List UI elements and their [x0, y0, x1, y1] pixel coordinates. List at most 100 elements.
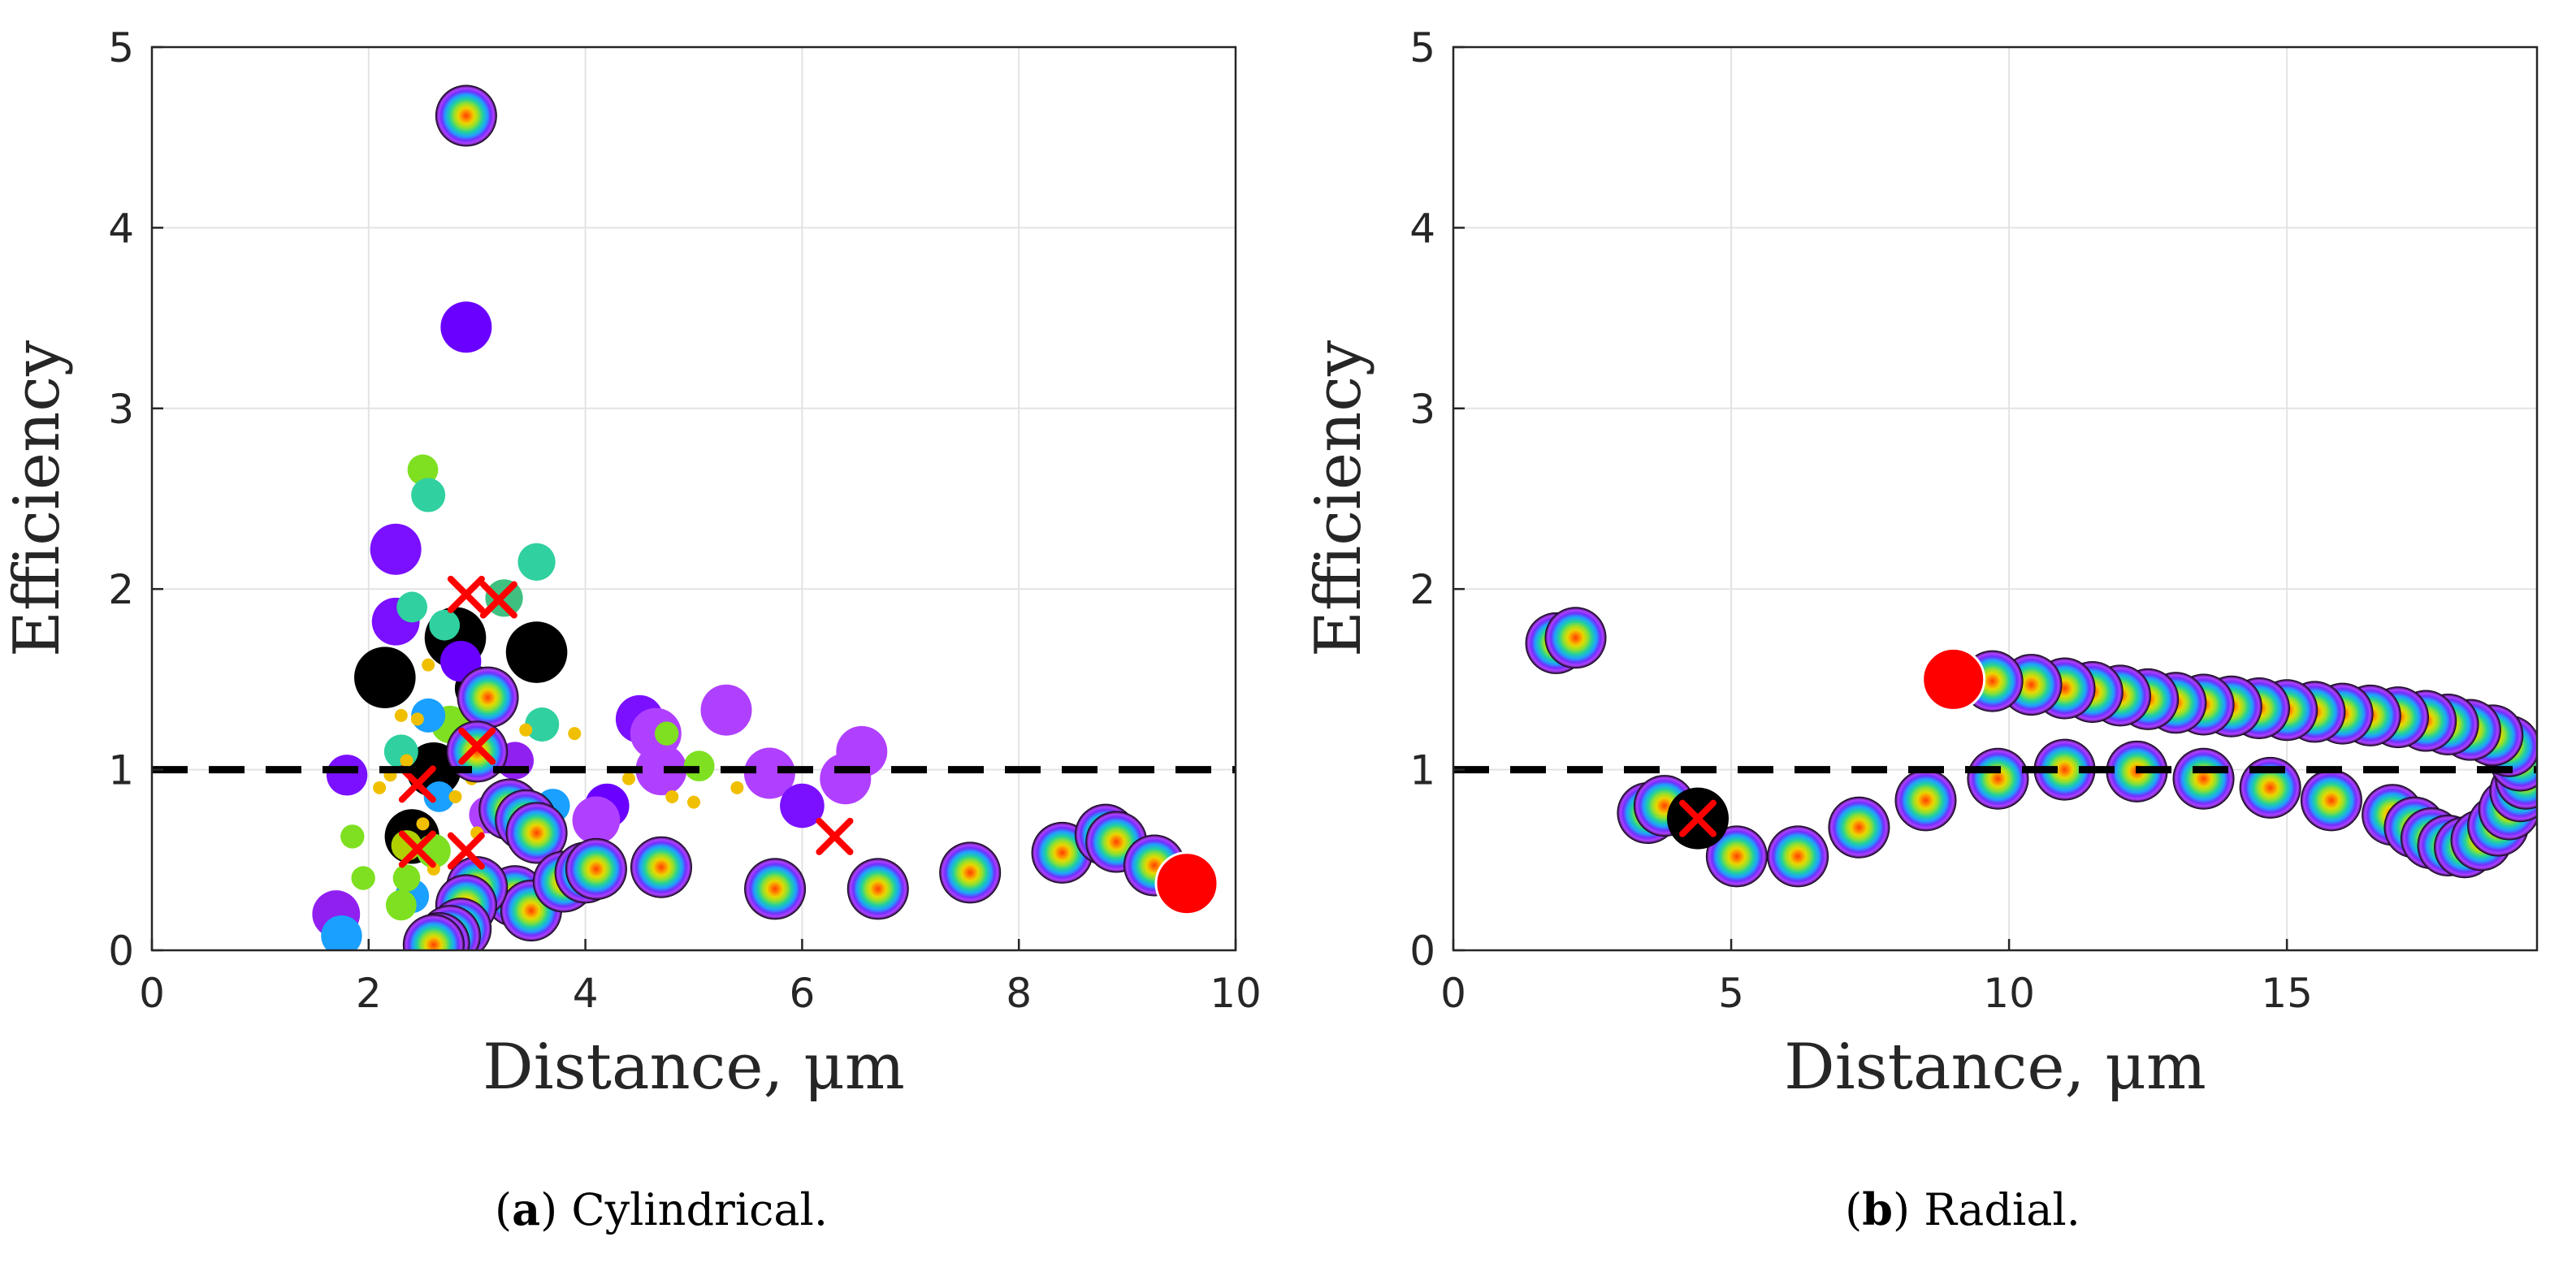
data-point-small	[410, 712, 424, 726]
data-point-trace	[402, 914, 465, 950]
y-tick-label: 1	[108, 747, 134, 794]
failure-marker	[398, 765, 436, 803]
data-point	[505, 621, 568, 683]
failure-marker	[458, 727, 496, 765]
data-point-small	[416, 817, 430, 831]
y-axis-label-a: Efficiency	[1, 340, 74, 657]
y-axis-label-b: Efficiency	[1302, 340, 1375, 657]
caption-b: (b) Radial.	[1845, 1183, 2080, 1235]
grid-a	[151, 46, 1236, 951]
data-point-small	[519, 723, 533, 737]
y-tick-label: 0	[1409, 928, 1435, 975]
data-point-trace	[939, 841, 1002, 904]
data-point-trace	[457, 666, 519, 729]
data-point	[411, 478, 446, 513]
failure-marker	[816, 817, 854, 855]
caption-text-b: Radial.	[1910, 1184, 2080, 1235]
panel-radial: 0 5 10 15 0 1 2 3 4 5 Distance, μm Efficiency (b)…	[1302, 24, 2539, 1235]
y-tick-label: 1	[1409, 747, 1435, 794]
data-point	[700, 684, 752, 736]
x-tick-label: 2	[356, 970, 382, 1017]
panel-cylindrical: 0 2 4 6 8 10 0 1 2 3 4 5 Distance, μm Efficiency (a…	[1, 24, 1262, 1235]
data-point	[326, 755, 368, 796]
data-point-small	[394, 708, 408, 722]
data-point	[780, 783, 825, 828]
failure-marker	[447, 575, 485, 613]
axes-frame-b	[1452, 45, 2539, 952]
data-point-small	[687, 795, 700, 809]
caption-a: (a) Cylindrical.	[495, 1183, 828, 1235]
data-point-trace	[1828, 796, 1890, 859]
y-tick-label: 2	[1409, 566, 1435, 613]
data-point-trace	[846, 858, 909, 920]
data-point-small	[621, 772, 635, 785]
data-point	[351, 866, 375, 890]
data-point-final	[1921, 647, 1986, 712]
data-point	[340, 824, 365, 849]
x-tick-label: 15	[2261, 970, 2313, 1017]
x-tick-label: 0	[1440, 970, 1466, 1017]
data-point	[354, 647, 416, 708]
data-point-small	[373, 781, 387, 794]
y-tick-label: 5	[108, 24, 134, 71]
data-point-small	[665, 789, 679, 803]
y-tick-label: 4	[1409, 205, 1435, 252]
data-point-trace	[2300, 769, 2362, 832]
data-point	[572, 796, 621, 845]
data-point-final	[1154, 851, 1219, 916]
tick-labels-a: 0 2 4 6 8 10 0 1 2 3 4 5	[108, 24, 1262, 1017]
data-point-trace	[2172, 747, 2235, 810]
failure-marker	[398, 830, 436, 868]
data-point	[517, 543, 556, 581]
data-point-trace	[505, 802, 568, 864]
data-point-small	[400, 754, 413, 768]
data-point	[407, 454, 439, 486]
x-tick-label: 5	[1718, 970, 1744, 1017]
x-tick-label: 6	[789, 970, 815, 1017]
data-point-trace	[1705, 825, 1768, 888]
data-point-trace	[744, 858, 807, 920]
data-point	[743, 747, 795, 799]
x-tick-label: 4	[573, 970, 599, 1017]
y-tick-label: 3	[1409, 386, 1435, 433]
data-point-small	[422, 658, 435, 672]
x-tick-label: 10	[1983, 970, 2035, 1017]
y-tick-label: 0	[108, 928, 134, 975]
y-tick-label: 5	[1409, 24, 1435, 71]
data-point-trace	[1767, 825, 1829, 888]
data-point-small	[730, 781, 744, 794]
data-point	[820, 753, 872, 805]
failure-marker	[1679, 799, 1717, 837]
x-axis-label-a: Distance, μm	[483, 1031, 905, 1104]
data-point-small	[448, 789, 462, 803]
data-point-trace	[1544, 607, 1607, 669]
caption-text-a: Cylindrical.	[557, 1184, 828, 1235]
failure-marker	[447, 832, 485, 870]
x-axis-label-b: Distance, μm	[1784, 1031, 2206, 1104]
data-point-trace	[435, 84, 497, 147]
points-a	[312, 84, 1219, 950]
data-point	[429, 609, 461, 641]
data-point	[396, 591, 428, 623]
data-point	[370, 523, 422, 575]
y-tick-label: 2	[108, 566, 134, 613]
data-point-trace	[1967, 747, 2029, 810]
data-point	[321, 915, 362, 950]
data-point-trace	[565, 837, 627, 900]
axes-frame-a	[150, 45, 1237, 952]
failure-marker	[479, 581, 517, 619]
data-point-trace	[630, 836, 692, 898]
data-point	[392, 864, 421, 892]
data-point-trace	[2033, 738, 2096, 801]
data-point	[440, 301, 492, 353]
caption-letter-a: a	[512, 1183, 540, 1235]
tick-labels-b: 0 5 10 15 0 1 2 3 4 5	[1409, 24, 2313, 1017]
y-tick-label: 4	[108, 205, 134, 252]
x-tick-label: 0	[139, 970, 165, 1017]
data-point-trace	[1894, 769, 1957, 832]
x-tick-label: 10	[1210, 970, 1262, 1017]
caption-letter-b: b	[1862, 1183, 1893, 1235]
data-point	[423, 781, 455, 812]
data-point	[385, 889, 417, 921]
